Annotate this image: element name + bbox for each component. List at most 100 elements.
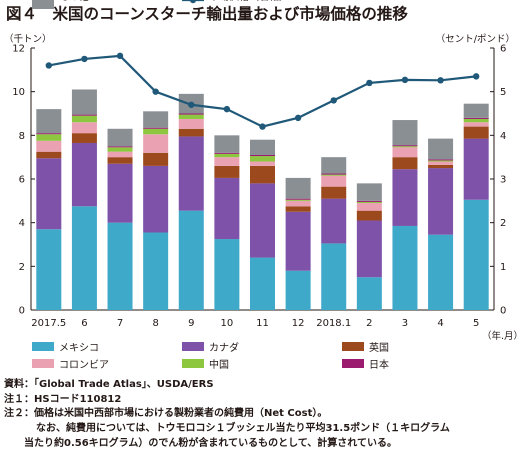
y2-tick-label: 1	[500, 262, 506, 273]
bar-uk	[36, 151, 62, 159]
bar-uk	[214, 165, 240, 178]
bar-mexico	[356, 277, 382, 310]
y2-tick-label: 3	[500, 175, 506, 186]
x-tick-label: 2018.1	[316, 318, 351, 329]
y2-tick-label: 6	[500, 44, 506, 55]
x-tick-label: 2017.5	[31, 318, 66, 329]
bar-colombia	[36, 140, 62, 152]
note-source: 資料：「Global Trade Atlas」、USDA/ERS	[4, 379, 214, 390]
bar-mexico	[214, 239, 240, 310]
bar-other	[36, 109, 62, 134]
bar-other	[356, 183, 382, 201]
bar-canada	[36, 158, 62, 230]
bar-japan	[143, 127, 169, 129]
bar-uk	[321, 186, 347, 199]
x-tick-label: 4	[437, 318, 443, 329]
x-tick-label: 5	[473, 318, 479, 329]
legend-swatch-japan	[342, 359, 364, 368]
bar-colombia	[71, 122, 97, 134]
x-tick-label: 10	[221, 318, 234, 329]
bar-china	[463, 118, 489, 123]
bar-uk	[107, 157, 133, 164]
bar-colombia	[143, 134, 169, 153]
legend-label-uk: 英国	[369, 341, 389, 354]
bar-china	[250, 156, 275, 162]
bar-japan	[36, 133, 62, 135]
bar-other	[250, 139, 275, 155]
bar-japan	[214, 152, 240, 154]
bar-china	[285, 199, 311, 201]
bar-colombia	[285, 200, 311, 207]
bar-china	[71, 115, 97, 123]
price-point	[259, 123, 266, 130]
price-point	[366, 79, 373, 87]
price-point	[472, 73, 480, 80]
bar-china	[321, 174, 347, 176]
bar-uk	[178, 128, 204, 137]
legend-swatch-uk	[342, 342, 364, 351]
x-tick-label: 3	[402, 318, 408, 329]
y-tick-label: 8	[19, 131, 25, 142]
legend-label-price: 市場価格（右軸）	[209, 0, 289, 3]
bar-colombia	[214, 157, 240, 166]
bar-canada	[321, 198, 347, 244]
note-2-continued: なお、純費用については、トウモロコシ１ブッシェル当たり平均31.5ポンド（１キロ…	[36, 423, 450, 435]
bar-uk	[392, 157, 418, 170]
bar-japan	[392, 145, 418, 147]
legend-swatch-china	[182, 359, 204, 368]
bar-other	[463, 103, 489, 118]
right-axis-unit: （セント/ポンド）	[436, 33, 515, 45]
price-point	[45, 62, 53, 69]
bar-uk	[356, 210, 382, 221]
bar-colombia	[463, 122, 489, 127]
bar-mexico	[392, 225, 418, 310]
y-tick-label: 10	[12, 87, 25, 98]
bar-canada	[392, 169, 418, 226]
legend-label-china: 中国	[209, 358, 229, 371]
x-tick-label: 2	[366, 318, 372, 329]
bar-canada	[285, 211, 311, 271]
bar-china	[143, 128, 169, 135]
y2-tick-label: 4	[500, 131, 506, 142]
bar-canada	[71, 142, 97, 207]
note-1: 注１：HSコード110812	[4, 393, 122, 405]
bar-mexico	[250, 257, 275, 310]
bar-colombia	[392, 147, 418, 158]
bar-mexico	[107, 222, 133, 310]
bar-mexico	[463, 199, 489, 310]
note-2: 注２：価格は米国中西部市場における製粉業者の純費用（Net Cost）。	[4, 408, 328, 420]
bar-china	[214, 153, 240, 158]
bar-japan	[356, 200, 382, 202]
bar-uk	[463, 126, 489, 139]
bar-japan	[428, 159, 454, 161]
x-tick-label: 6	[81, 318, 87, 329]
bar-mexico	[178, 210, 204, 310]
bar-uk	[71, 133, 97, 143]
price-point	[116, 52, 124, 60]
x-tick-label: 12	[292, 318, 305, 329]
bar-mexico	[36, 229, 62, 310]
bar-japan	[107, 146, 133, 148]
price-line	[48, 54, 477, 128]
x-axis-unit: （年.月）	[482, 330, 523, 342]
bar-canada	[428, 168, 454, 235]
legend-label-canada: カナダ	[209, 341, 239, 354]
y-tick-label: 12	[12, 44, 25, 55]
bar-japan	[321, 173, 347, 175]
legend-swatch-other	[32, 0, 54, 9]
bar-other	[214, 135, 240, 153]
y-tick-label: 6	[19, 175, 25, 186]
x-tick-label: 8	[152, 318, 158, 329]
y-tick-label: 4	[19, 218, 25, 229]
bar-colombia	[321, 175, 347, 187]
bar-mexico	[71, 206, 97, 310]
bar-other	[71, 89, 97, 115]
y2-tick-label: 2	[500, 218, 506, 229]
price-point	[188, 101, 195, 108]
bar-other	[428, 138, 454, 160]
notes: 資料：「Global Trade Atlas」、USDA/ERS 注１：HSコー…	[4, 378, 450, 452]
legend-label-colombia: コロンビア	[59, 359, 109, 371]
bar-uk	[428, 164, 454, 169]
